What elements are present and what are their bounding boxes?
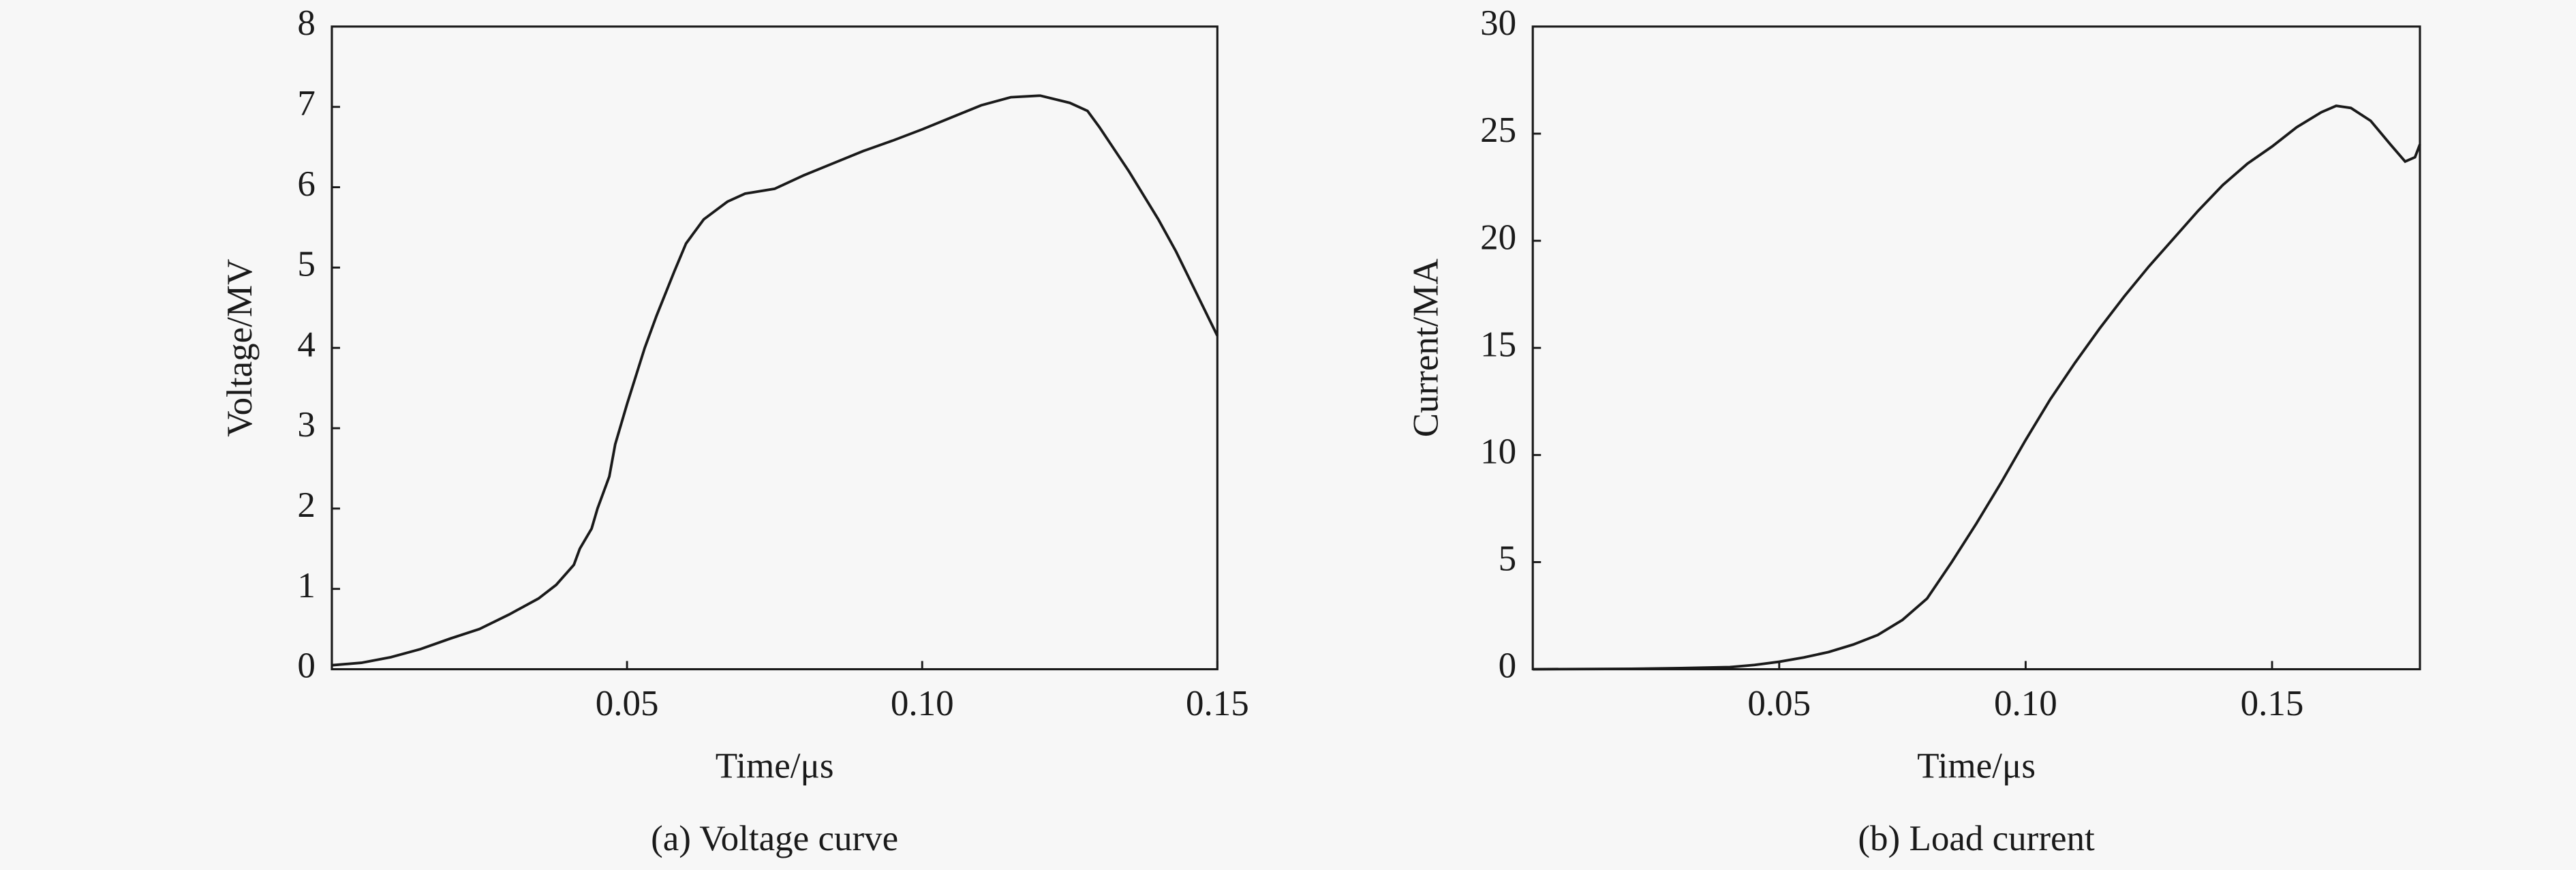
- y-tick-label: 0: [1499, 646, 1517, 686]
- y-tick-label: 10: [1480, 432, 1516, 472]
- x-tick-label: 0.15: [2241, 684, 2304, 723]
- x-tick-label: 0.15: [1186, 684, 1249, 723]
- y-axis-label: Voltage/MV: [220, 259, 260, 437]
- x-tick-label: 0.10: [891, 684, 954, 723]
- y-tick-label: 30: [1480, 3, 1516, 43]
- y-tick-label: 0: [297, 646, 316, 686]
- y-tick-label: 6: [297, 164, 316, 204]
- y-tick-label: 8: [297, 3, 316, 43]
- y-tick-label: 15: [1480, 325, 1516, 364]
- y-axis-label: Current/MA: [1406, 258, 1445, 437]
- plot-frame: [331, 25, 1218, 671]
- data-line: [331, 94, 1219, 667]
- caption: (b) Load current: [1858, 819, 2095, 858]
- y-tick-label: 2: [297, 485, 316, 525]
- x-tick-label: 0.10: [1994, 684, 2057, 723]
- y-tick-label: 5: [297, 245, 316, 284]
- y-tick-label: 5: [1499, 539, 1517, 579]
- caption: (a) Voltage curve: [651, 819, 898, 858]
- y-tick-label: 7: [297, 84, 316, 123]
- x-tick-label: 0.05: [1747, 684, 1811, 723]
- x-tick-label: 0.05: [596, 684, 659, 723]
- y-tick-label: 3: [297, 405, 316, 445]
- x-axis-label: Time/μs: [1917, 747, 2036, 786]
- y-tick-label: 20: [1480, 217, 1516, 257]
- plot-frame: [1531, 25, 2421, 671]
- data-line: [1533, 104, 2421, 671]
- y-tick-label: 25: [1480, 110, 1516, 150]
- y-tick-label: 4: [297, 325, 316, 364]
- x-axis-label: Time/μs: [716, 747, 834, 786]
- y-tick-label: 1: [297, 566, 316, 605]
